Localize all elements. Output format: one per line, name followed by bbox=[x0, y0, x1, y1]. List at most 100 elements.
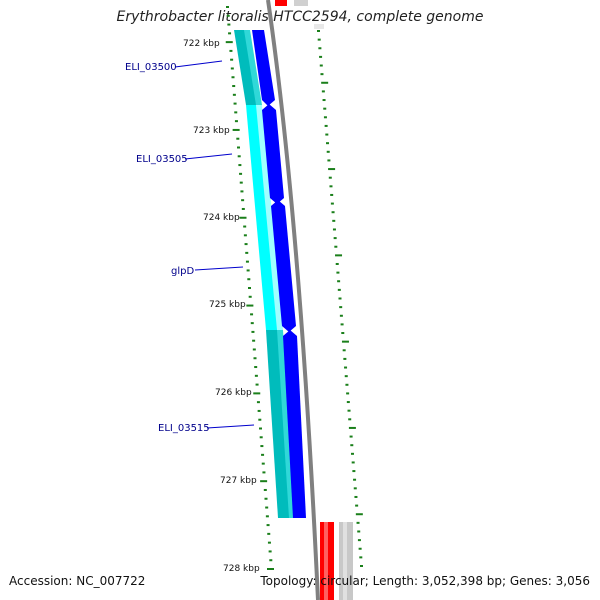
tick-mark-outer-52 bbox=[261, 462, 265, 465]
label-leader-eli03515 bbox=[206, 424, 255, 429]
tick-mark-inner-13 bbox=[326, 142, 330, 145]
tick-mark-inner-32 bbox=[339, 306, 343, 309]
tick-mark-inner-59 bbox=[357, 539, 361, 542]
tick-mark-outer-14 bbox=[232, 128, 240, 131]
tick-mark-inner-56 bbox=[355, 513, 363, 516]
tick-mark-inner-28 bbox=[336, 271, 340, 274]
tick-mark-inner-48 bbox=[350, 444, 354, 447]
accession-text: Accession: NC_007722 bbox=[9, 574, 146, 588]
tick-mark-outer-6 bbox=[230, 58, 234, 61]
tick-mark-outer-48 bbox=[259, 427, 262, 430]
tick-mark-inner-8 bbox=[322, 99, 326, 102]
tick-mark-outer-55 bbox=[263, 488, 267, 491]
tick-mark-outer-0 bbox=[226, 6, 229, 8]
tick-mark-outer-13 bbox=[234, 120, 238, 123]
tick-mark-outer-19 bbox=[239, 172, 243, 175]
tick-mark-outer-38 bbox=[252, 339, 256, 342]
tick-mark-outer-45 bbox=[256, 401, 260, 404]
reverse-feature-red-inner bbox=[324, 522, 328, 600]
tick-mark-outer-61 bbox=[267, 541, 271, 544]
tick-mark-outer-25 bbox=[243, 225, 247, 228]
tick-mark-outer-63 bbox=[269, 559, 273, 562]
tick-label-722: 722 kbp bbox=[183, 39, 220, 49]
map-title: Erythrobacter litoralis HTCC2594, comple… bbox=[116, 9, 484, 25]
genome-backbone bbox=[266, 0, 320, 600]
tick-mark-inner-26 bbox=[335, 254, 343, 257]
tick-mark-inner-34 bbox=[340, 323, 344, 326]
tick-mark-outer-24 bbox=[239, 216, 247, 219]
tick-mark-outer-10 bbox=[232, 93, 236, 96]
tick-mark-outer-59 bbox=[266, 524, 270, 527]
tick-label-726: 726 kbp bbox=[215, 388, 252, 398]
tick-mark-outer-64 bbox=[267, 568, 274, 570]
tick-mark-outer-1 bbox=[226, 14, 230, 17]
tick-mark-inner-54 bbox=[354, 495, 358, 498]
tick-mark-outer-39 bbox=[252, 348, 256, 351]
tick-mark-outer-51 bbox=[261, 453, 265, 456]
tick-mark-inner-38 bbox=[343, 357, 347, 360]
reverse-feature-grey-inner bbox=[343, 522, 347, 600]
tick-mark-outer-27 bbox=[244, 243, 248, 246]
tick-mark-inner-45 bbox=[348, 418, 352, 421]
track-inner-2 bbox=[256, 105, 283, 330]
tick-mark-inner-0 bbox=[317, 30, 320, 32]
tick-mark-inner-42 bbox=[346, 392, 350, 395]
tick-mark-inner-10 bbox=[323, 116, 327, 119]
tick-marks bbox=[225, 6, 363, 570]
tick-mark-outer-23 bbox=[241, 207, 245, 210]
tick-mark-outer-46 bbox=[257, 409, 261, 412]
tick-label-725: 725 kbp bbox=[209, 300, 246, 310]
tick-mark-outer-47 bbox=[258, 418, 262, 421]
tick-mark-inner-19 bbox=[330, 193, 334, 196]
tick-mark-inner-53 bbox=[353, 487, 357, 490]
tick-mark-outer-35 bbox=[250, 313, 254, 316]
gene-label-eli03505: ELI_03505 bbox=[136, 154, 188, 165]
cds-arrow-eli03500 bbox=[252, 30, 275, 106]
cds-arrow-eli03505 bbox=[262, 104, 284, 204]
tick-mark-inner-14 bbox=[326, 150, 330, 153]
track-teal-3 bbox=[266, 330, 290, 518]
tick-mark-outer-50 bbox=[260, 445, 264, 448]
gene-label-eli03500: ELI_03500 bbox=[125, 62, 177, 73]
tick-mark-inner-36 bbox=[341, 340, 349, 343]
tick-mark-outer-32 bbox=[248, 287, 251, 289]
tick-mark-outer-33 bbox=[248, 295, 252, 298]
cds-arrow-eli03515 bbox=[283, 330, 306, 518]
label-leader-eli03500 bbox=[174, 60, 223, 68]
tick-mark-outer-12 bbox=[234, 111, 238, 114]
tick-mark-outer-3 bbox=[228, 32, 232, 35]
gene-label-eli03515: ELI_03515 bbox=[158, 423, 210, 434]
tick-mark-inner-27 bbox=[335, 262, 339, 265]
tick-mark-inner-41 bbox=[345, 383, 349, 386]
tick-mark-outer-31 bbox=[247, 278, 251, 281]
feature-stub-top-red bbox=[275, 0, 287, 6]
tick-mark-inner-62 bbox=[360, 565, 363, 567]
tick-mark-inner-44 bbox=[347, 409, 351, 412]
tick-mark-inner-22 bbox=[332, 219, 336, 222]
tick-mark-inner-49 bbox=[350, 452, 354, 455]
tick-mark-outer-44 bbox=[253, 392, 261, 395]
tick-mark-inner-11 bbox=[324, 124, 328, 127]
tick-mark-outer-30 bbox=[246, 269, 250, 272]
tick-mark-inner-46 bbox=[348, 426, 356, 429]
tick-mark-inner-21 bbox=[331, 211, 335, 214]
tick-mark-outer-58 bbox=[265, 515, 269, 518]
tick-mark-inner-4 bbox=[319, 64, 323, 67]
tick-label-727: 727 kbp bbox=[220, 476, 257, 486]
tick-mark-inner-9 bbox=[323, 107, 327, 110]
tick-mark-inner-55 bbox=[355, 504, 359, 507]
tick-mark-inner-17 bbox=[328, 176, 332, 179]
tick-mark-outer-2 bbox=[227, 23, 231, 26]
tick-mark-inner-58 bbox=[357, 530, 361, 533]
tick-mark-inner-3 bbox=[319, 55, 323, 58]
tick-label-723: 723 kbp bbox=[193, 126, 230, 136]
tick-mark-outer-22 bbox=[241, 199, 245, 202]
feature-stub-top-light bbox=[314, 24, 324, 29]
tick-mark-inner-57 bbox=[356, 521, 360, 524]
tick-mark-outer-60 bbox=[267, 532, 271, 535]
tick-mark-outer-40 bbox=[253, 357, 257, 360]
tick-mark-inner-60 bbox=[358, 547, 362, 550]
label-leader-glpd bbox=[194, 266, 244, 271]
tick-mark-inner-1 bbox=[317, 38, 321, 41]
